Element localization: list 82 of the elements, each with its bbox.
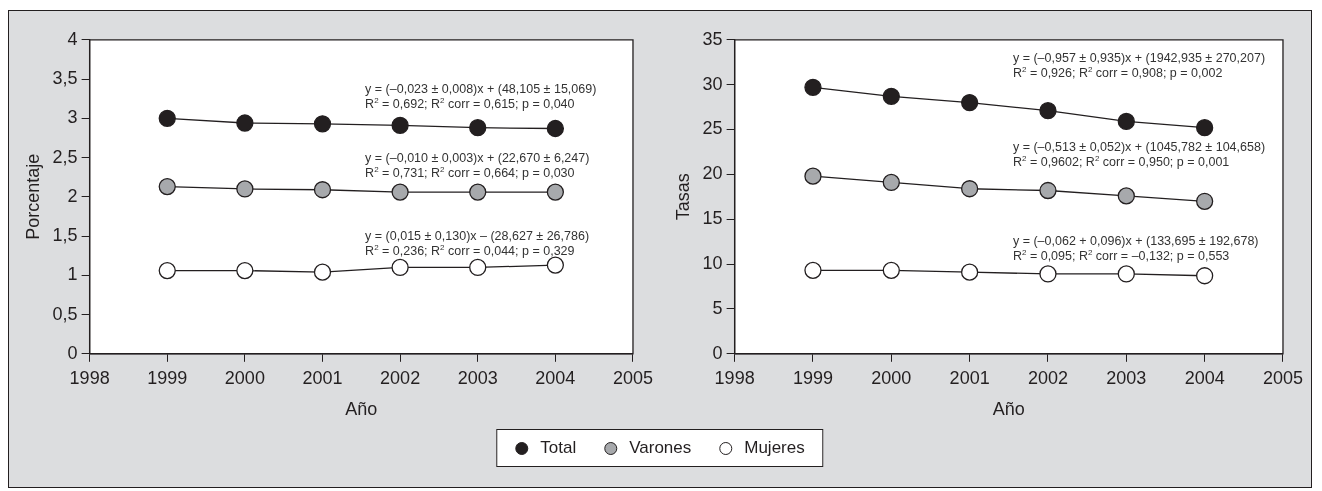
point [313, 181, 332, 199]
x-tick-label: 2001 [949, 367, 990, 388]
x-tick-label: 1999 [792, 367, 833, 388]
annotation: y = (0,015 ± 0,130)x – (28,627 ± 26,786) R$^{2}$ = 0,236; R$^{2}$ corr = 0,044; p = 0,329 [365, 229, 590, 260]
x-tick-label: 1998 [69, 367, 110, 388]
x-tick-label: 1998 [714, 367, 755, 388]
y-axis-title: Porcentaje [22, 153, 43, 240]
x-tick-label: 2000 [224, 367, 265, 388]
point [546, 119, 565, 138]
point [1039, 265, 1057, 283]
point [158, 261, 176, 280]
x-tick-label: 1999 [147, 367, 188, 388]
x-tick-label: 2005 [612, 367, 653, 388]
y-tick-label: 35 [702, 28, 723, 49]
y-tick-label: 4 [67, 28, 78, 49]
x-tick-label: 2004 [535, 367, 576, 388]
y-axis-title: Tasas [672, 173, 693, 221]
point [236, 261, 254, 280]
point [1117, 265, 1135, 283]
point [391, 258, 409, 277]
y-tick-label: 3,5 [52, 68, 78, 89]
point [313, 263, 332, 281]
y-tick-label: 2 [67, 185, 78, 206]
point [1039, 181, 1057, 200]
annotation: y = (–0,010 ± 0,003)x + (22,670 ± 6,247) R$^{2}$ = 0,731; R$^{2}$ corr = 0,664; p = 0,030 [365, 150, 590, 181]
point [1117, 187, 1135, 205]
annotation: y = (–0,062 + 0,096)x + (133,695 ± 192,678) R$^{2}$ = 0,095; R$^{2}$ corr = –0,132; p = 0,553 [1012, 234, 1259, 265]
y-tick-label: 5 [712, 297, 723, 318]
x-tick-label: 2003 [457, 367, 498, 388]
x-tick-label: 2002 [380, 367, 421, 388]
point [469, 183, 487, 201]
x-axis-title: Año [992, 399, 1025, 420]
legend-label: Mujeres [744, 438, 805, 458]
annotation: y = (–0,513 ± 0,052)x + (1045,782 ± 104,658) R$^{2}$ = 0,9602; R$^{2}$ corr = 0,950; p = 0,001 [1012, 140, 1266, 171]
x-tick-label: 2002 [1027, 367, 1068, 388]
x-axis-title: Año [345, 399, 378, 420]
point [469, 119, 487, 137]
point [391, 116, 409, 135]
y-tick-label: 10 [702, 253, 723, 274]
point [158, 109, 176, 127]
y-tick-label: 0 [67, 342, 78, 363]
point [236, 180, 254, 198]
point [804, 78, 822, 96]
y-tick-label: 0 [712, 342, 723, 363]
y-tick-label: 25 [702, 118, 723, 139]
point [882, 261, 900, 280]
point [882, 173, 900, 192]
point [313, 115, 332, 133]
y-tick-label: 3 [67, 107, 78, 128]
y-tick-label: 1,5 [52, 225, 78, 246]
point [391, 183, 409, 201]
y-tick-label: 20 [702, 163, 723, 184]
annotation: y = (–0,957 ± 0,935)x + (1942,935 ± 270,207) R$^{2}$ = 0,926; R$^{2}$ corr = 0,908; p = 0,002 [1012, 51, 1266, 82]
point [960, 93, 979, 112]
y-tick-label: 2,5 [52, 146, 78, 167]
point [546, 183, 565, 201]
point [1195, 192, 1214, 210]
point [804, 167, 822, 185]
y-tick-label: 30 [702, 73, 723, 94]
point [960, 180, 979, 198]
x-tick-label: 2001 [302, 367, 343, 388]
legend-label: Total [540, 438, 577, 458]
annotation: y = (–0,023 ± 0,008)x + (48,105 ± 15,069) R$^{2}$ = 0,692; R$^{2}$ corr = 0,615; p = 0,040 [365, 82, 597, 113]
point [960, 263, 979, 281]
x-tick-label: 2005 [1262, 367, 1303, 388]
point [1195, 119, 1214, 137]
point [1039, 102, 1057, 120]
legend-label: Varones [629, 438, 692, 458]
x-tick-label: 2003 [1106, 367, 1147, 388]
point [236, 114, 254, 132]
y-tick-label: 0,5 [52, 303, 78, 324]
point [469, 258, 487, 277]
point [546, 256, 565, 274]
point [882, 87, 900, 105]
point [1195, 267, 1214, 285]
x-tick-label: 2000 [871, 367, 912, 388]
x-tick-label: 2004 [1184, 367, 1225, 388]
y-tick-label: 15 [702, 208, 723, 229]
point [1117, 112, 1135, 131]
point [158, 177, 176, 196]
y-tick-label: 1 [67, 264, 78, 285]
point [804, 261, 822, 280]
